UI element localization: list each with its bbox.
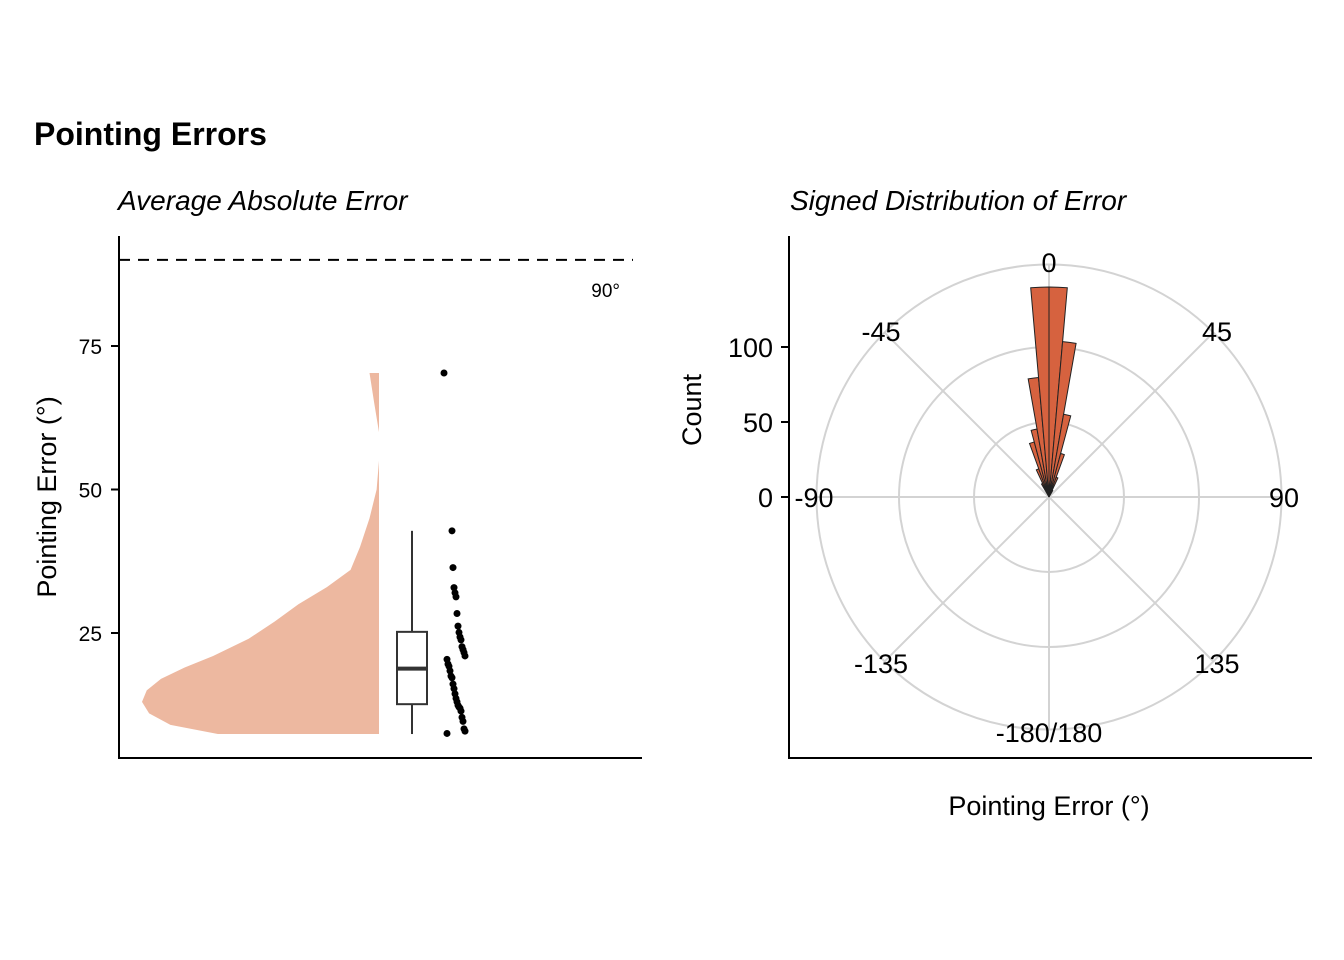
right-y-tick-label: 50 [743,408,773,438]
polar-panel: Signed Distribution of Error 0 45 90 135 -18… [677,185,1312,821]
left-y-ticks: 25 50 75 [79,336,119,646]
data-point [454,622,462,630]
left-y-tick-label: 75 [79,336,102,359]
right-y-ticks: 0 50 100 [728,333,789,513]
data-point [453,609,461,617]
data-point [443,655,451,663]
right-y-tick-label: 100 [728,333,773,363]
data-point [458,713,466,721]
polar-angle-label: -135 [854,649,908,679]
polar-angle-label: 45 [1202,317,1232,347]
polar-bars [1027,286,1077,498]
left-subtitle: Average Absolute Error [116,185,409,216]
polar-angle-label: 135 [1194,649,1239,679]
right-y-tick-label: 0 [758,483,773,513]
right-subtitle: Signed Distribution of Error [790,185,1128,216]
data-point [458,643,466,651]
polar-angle-label: 0 [1041,248,1056,278]
polar-angle-label: -180/180 [996,718,1103,748]
data-point [460,725,468,733]
raincloud-marks: 90° [119,258,633,737]
boxplot-outlier [440,369,448,377]
polar-angle-labels: 0 45 90 135 -180/180 -135 -90 -45 [794,248,1299,748]
right-y-axis-label: Count [677,373,707,446]
polar-bar [1048,489,1054,498]
raincloud-panel: Average Absolute Error 90° 25 50 75 Pointi… [32,185,642,759]
density-half-violin [142,372,379,735]
left-y-tick-label: 25 [79,623,102,646]
reference-line-label: 90° [591,281,620,302]
figure-title: Pointing Errors [34,116,267,152]
left-y-axis-label: Pointing Error (°) [32,396,62,597]
right-x-axis-label: Pointing Error (°) [948,791,1149,821]
data-point [455,628,463,636]
data-point [449,564,457,572]
left-y-tick-label: 50 [79,480,102,503]
polar-angle-label: -45 [861,317,900,347]
polar-angle-label: 90 [1269,483,1299,513]
polar-angle-label: -90 [794,483,833,513]
data-point [449,680,457,688]
data-point [448,527,456,535]
data-point [450,584,458,592]
data-point [443,729,451,737]
